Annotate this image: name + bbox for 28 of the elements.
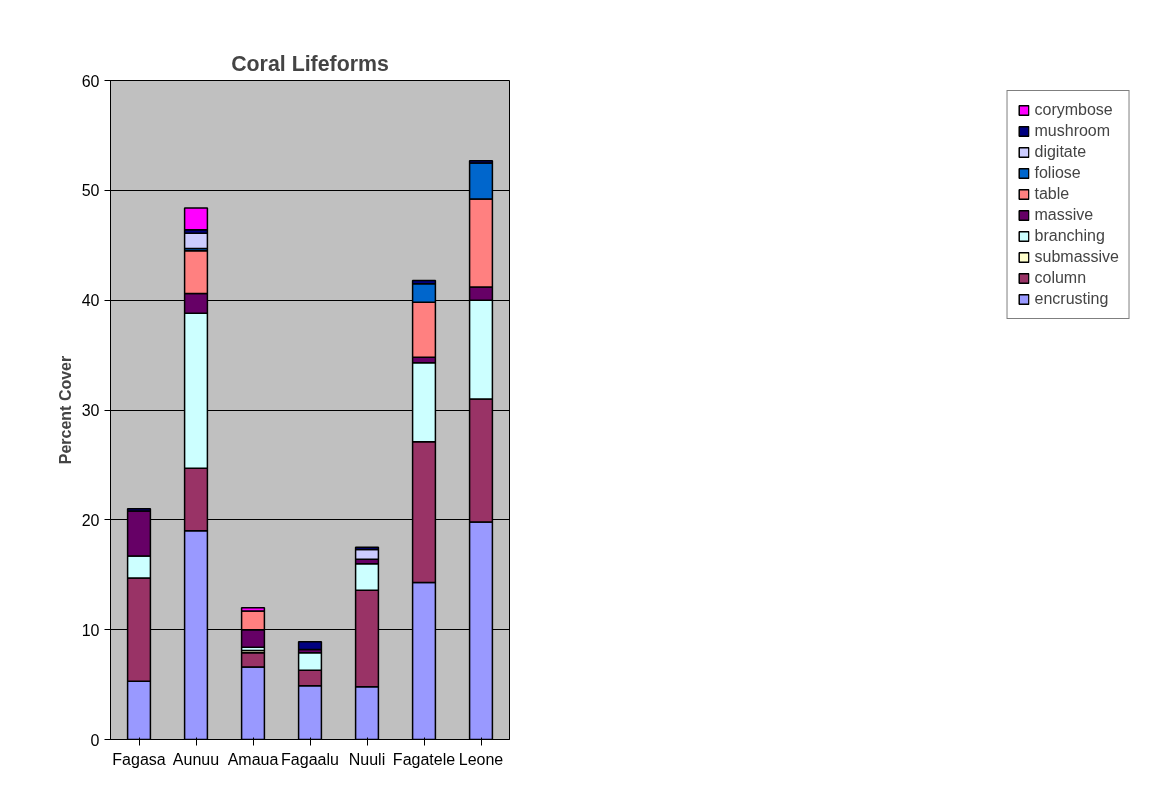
legend-label: column: [1034, 269, 1087, 287]
x-tick-label: Fagasa: [112, 750, 166, 768]
legend-label: massive: [1034, 206, 1094, 224]
y-axis-title: Percent Cover: [56, 355, 74, 465]
y-tick-label: 40: [81, 292, 100, 310]
legend-label: branching: [1034, 227, 1105, 245]
x-tick-label: Aunuu: [172, 750, 220, 768]
x-tick-label: Fagaalu: [281, 750, 339, 768]
chart-title: Coral Lifeforms: [231, 51, 389, 76]
x-tick-label: Amaua: [227, 750, 279, 768]
y-tick-label: 0: [90, 731, 100, 749]
legend-label: submassive: [1034, 248, 1119, 266]
y-tick-label: 30: [81, 402, 100, 419]
legend-label: corymbose: [1034, 101, 1113, 119]
x-tick-label: Nuuli: [348, 750, 386, 768]
legend-label: mushroom: [1034, 122, 1111, 140]
bar: [183, 207, 209, 231]
legend-label: foliose: [1034, 164, 1081, 182]
legend-label: encrusting: [1034, 290, 1109, 308]
x-tick-label: Leone: [458, 750, 504, 768]
y-tick-label: 10: [81, 621, 100, 639]
bar: [297, 641, 323, 651]
y-tick-label: 60: [81, 72, 100, 90]
y-tick-label: 50: [81, 182, 100, 200]
legend-label: table: [1034, 185, 1070, 203]
x-tick-label: Fagatele: [392, 750, 456, 768]
y-tick-label: 20: [81, 511, 100, 529]
legend-label: digitate: [1034, 143, 1087, 161]
